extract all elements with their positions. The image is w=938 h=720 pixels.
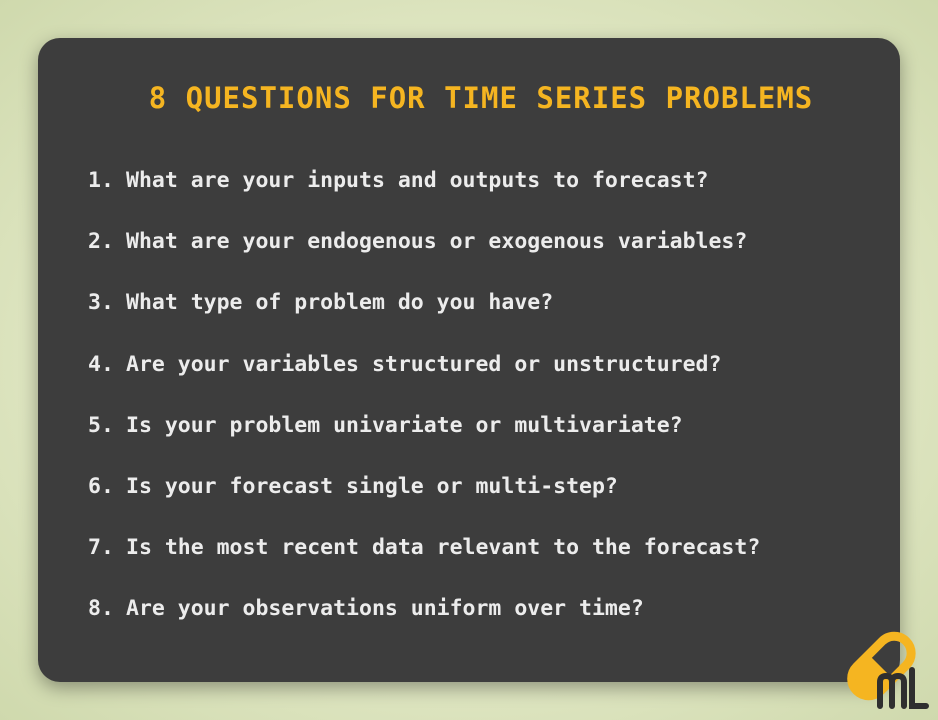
list-item: 6. Is your forecast single or multi-step… (88, 470, 760, 531)
list-item: 8. Are your observations uniform over ti… (88, 592, 760, 653)
list-item: 5. Is your problem univariate or multiva… (88, 409, 760, 470)
list-item: 1. What are your inputs and outputs to f… (88, 164, 760, 225)
list-item: 7. Is the most recent data relevant to t… (88, 531, 760, 592)
question-number: 1. (88, 168, 114, 193)
page-title: 8 QUESTIONS FOR TIME SERIES PROBLEMS (148, 81, 814, 115)
question-number: 7. (88, 535, 114, 561)
question-number: 8. (88, 596, 114, 622)
question-text: What are your inputs and outputs to fore… (126, 168, 709, 193)
question-number: 4. (88, 351, 114, 377)
question-text: What type of problem do you have? (126, 290, 554, 316)
question-number: 2. (88, 229, 114, 255)
content-card (38, 38, 900, 682)
question-number: 3. (88, 290, 114, 316)
question-text: Are your observations uniform over time? (126, 596, 644, 622)
ml-letters (877, 667, 929, 709)
question-text: Is your problem univariate or multivaria… (126, 412, 683, 438)
question-text: What are your endogenous or exogenous va… (126, 229, 748, 255)
question-number: 6. (88, 473, 114, 499)
list-item: 3. What type of problem do you have? (88, 286, 760, 347)
question-number: 5. (88, 412, 114, 438)
pill-ml-logo-icon (847, 631, 929, 709)
question-text: Is the most recent data relevant to the … (126, 535, 761, 561)
question-list: 1. What are your inputs and outputs to f… (88, 164, 760, 654)
list-item: 2. What are your endogenous or exogenous… (88, 225, 760, 286)
list-item: 4. Are your variables structured or unst… (88, 348, 760, 409)
question-text: Is your forecast single or multi-step? (126, 473, 618, 499)
question-text: Are your variables structured or unstruc… (126, 351, 722, 377)
